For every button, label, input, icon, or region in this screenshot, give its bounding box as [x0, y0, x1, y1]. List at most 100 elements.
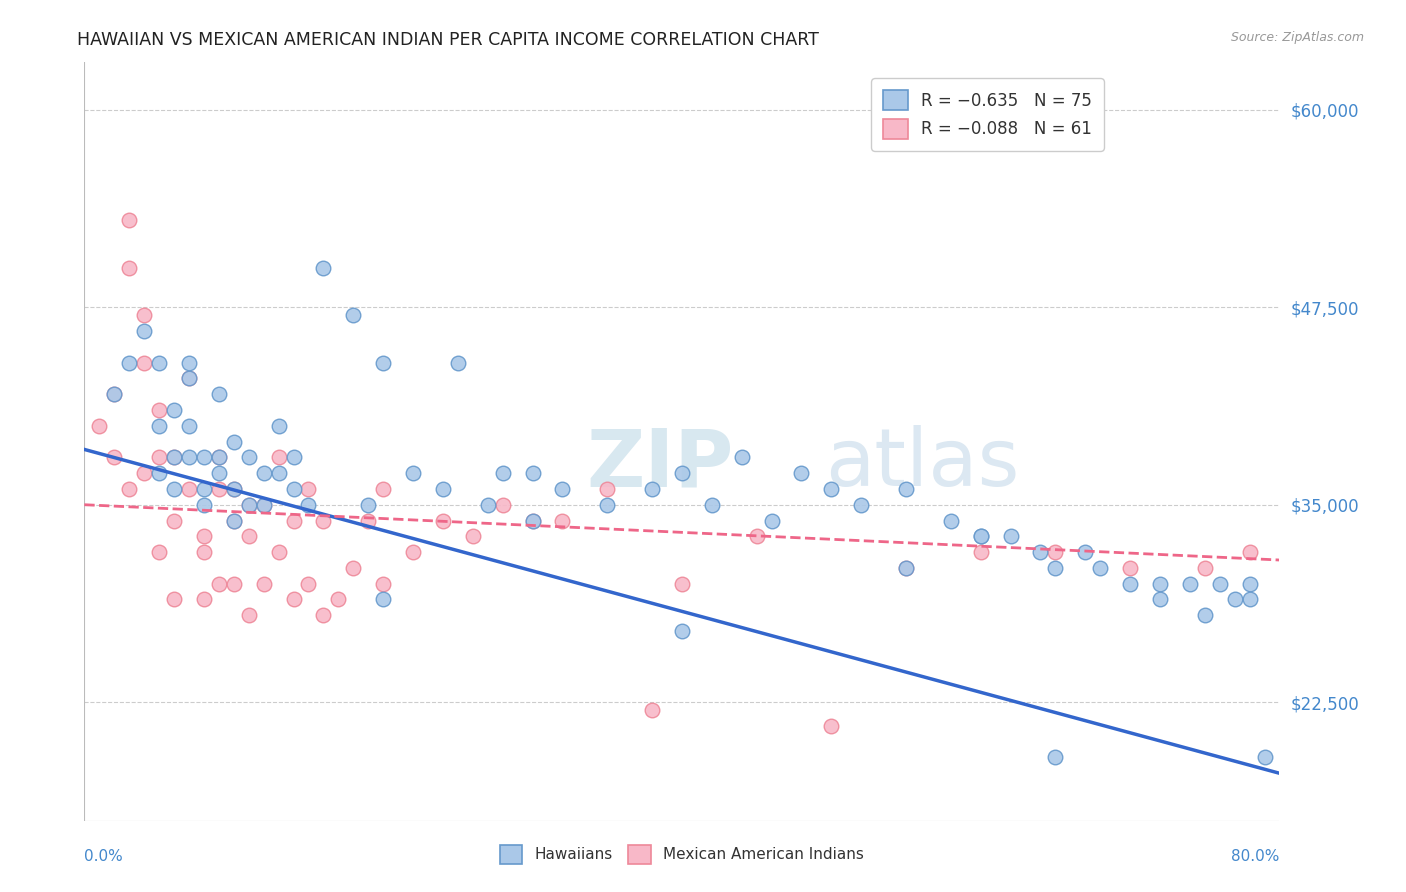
Point — [1000, 529, 1022, 543]
Point — [731, 450, 754, 465]
Point — [253, 466, 276, 480]
Point — [461, 529, 484, 543]
Point — [177, 371, 200, 385]
Point — [283, 450, 305, 465]
Point — [1149, 576, 1171, 591]
Point — [283, 592, 305, 607]
Point — [193, 482, 215, 496]
Point — [177, 355, 200, 369]
Point — [357, 498, 380, 512]
Point — [193, 498, 215, 512]
Point — [894, 482, 917, 496]
Point — [118, 260, 141, 275]
Point — [551, 514, 574, 528]
Point — [177, 482, 200, 496]
Text: HAWAIIAN VS MEXICAN AMERICAN INDIAN PER CAPITA INCOME CORRELATION CHART: HAWAIIAN VS MEXICAN AMERICAN INDIAN PER … — [77, 31, 820, 49]
Point — [492, 466, 515, 480]
Point — [267, 450, 290, 465]
Point — [1239, 576, 1261, 591]
Point — [432, 482, 454, 496]
Point — [1178, 576, 1201, 591]
Point — [851, 498, 873, 512]
Point — [1045, 545, 1067, 559]
Point — [253, 498, 276, 512]
Point — [238, 498, 260, 512]
Point — [208, 387, 231, 401]
Point — [970, 529, 993, 543]
Point — [222, 434, 245, 449]
Point — [118, 482, 141, 496]
Point — [148, 355, 170, 369]
Point — [328, 592, 350, 607]
Point — [312, 260, 335, 275]
Point — [596, 498, 619, 512]
Text: atlas: atlas — [825, 425, 1019, 503]
Point — [297, 498, 319, 512]
Point — [432, 514, 454, 528]
Point — [402, 466, 425, 480]
Legend: Hawaiians, Mexican American Indians: Hawaiians, Mexican American Indians — [494, 839, 870, 870]
Point — [790, 466, 813, 480]
Point — [522, 466, 544, 480]
Point — [1239, 545, 1261, 559]
Point — [297, 482, 319, 496]
Point — [132, 324, 156, 338]
Point — [163, 482, 186, 496]
Point — [671, 466, 693, 480]
Point — [312, 514, 335, 528]
Text: Source: ZipAtlas.com: Source: ZipAtlas.com — [1230, 31, 1364, 45]
Point — [177, 418, 200, 433]
Point — [492, 498, 515, 512]
Point — [820, 719, 842, 733]
Point — [373, 355, 395, 369]
Point — [208, 450, 231, 465]
Point — [193, 592, 215, 607]
Point — [193, 545, 215, 559]
Point — [297, 576, 319, 591]
Point — [820, 482, 842, 496]
Point — [148, 450, 170, 465]
Point — [177, 450, 200, 465]
Point — [208, 466, 231, 480]
Point — [894, 561, 917, 575]
Point — [447, 355, 470, 369]
Text: 80.0%: 80.0% — [1232, 849, 1279, 864]
Point — [939, 514, 962, 528]
Point — [1119, 561, 1142, 575]
Point — [208, 576, 231, 591]
Text: 0.0%: 0.0% — [84, 849, 124, 864]
Point — [1194, 561, 1216, 575]
Point — [238, 608, 260, 623]
Point — [1209, 576, 1232, 591]
Point — [522, 514, 544, 528]
Point — [118, 213, 141, 227]
Point — [132, 466, 156, 480]
Point — [163, 592, 186, 607]
Point — [1074, 545, 1097, 559]
Point — [148, 545, 170, 559]
Point — [551, 482, 574, 496]
Point — [222, 482, 245, 496]
Point — [177, 371, 200, 385]
Point — [745, 529, 768, 543]
Point — [283, 514, 305, 528]
Point — [1119, 576, 1142, 591]
Point — [267, 545, 290, 559]
Point — [522, 514, 544, 528]
Point — [148, 466, 170, 480]
Point — [970, 545, 993, 559]
Point — [1239, 592, 1261, 607]
Point — [402, 545, 425, 559]
Point — [163, 450, 186, 465]
Point — [148, 403, 170, 417]
Point — [1194, 608, 1216, 623]
Point — [193, 450, 215, 465]
Point — [1045, 561, 1067, 575]
Point — [222, 514, 245, 528]
Point — [267, 466, 290, 480]
Point — [238, 529, 260, 543]
Point — [894, 561, 917, 575]
Point — [238, 498, 260, 512]
Point — [357, 514, 380, 528]
Point — [222, 576, 245, 591]
